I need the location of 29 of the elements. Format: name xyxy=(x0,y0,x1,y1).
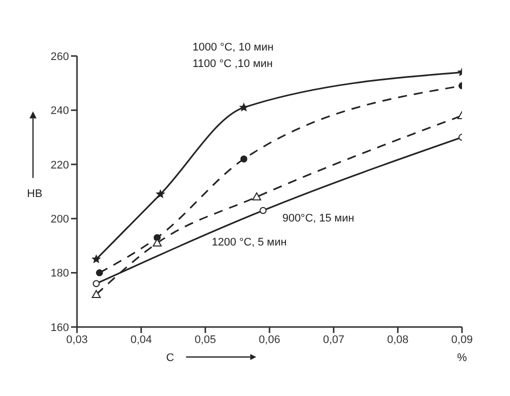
annotation: 900°C, 15 мин xyxy=(282,212,354,224)
point xyxy=(239,102,249,112)
x-tick-label: 0,04 xyxy=(130,334,152,346)
point xyxy=(96,269,103,276)
x-tick-label: 0,08 xyxy=(387,334,409,346)
point xyxy=(240,155,248,162)
y-axis-title: HB xyxy=(27,188,42,200)
x-tick-label: 0,09 xyxy=(451,334,473,346)
annotation: 1200 °C, 5 мин xyxy=(212,236,287,249)
x-tick-label: 0,03 xyxy=(66,334,88,346)
y-tick-label: 180 xyxy=(50,268,69,280)
point xyxy=(252,192,262,200)
y-tick-label: 260 xyxy=(50,50,69,63)
x-tick-label: 0,06 xyxy=(258,334,280,346)
y-tick-label: 160 xyxy=(50,322,69,334)
x-tick-label: 0,07 xyxy=(322,334,344,346)
y-tick-label: 200 xyxy=(50,214,69,226)
annotation: 1100 °C ,10 мин xyxy=(192,58,273,70)
point xyxy=(260,206,267,214)
point xyxy=(92,290,101,298)
point xyxy=(91,254,102,264)
text: % xyxy=(457,352,468,364)
point xyxy=(92,280,100,288)
x-tick-label: 0,05 xyxy=(194,334,216,346)
point xyxy=(156,189,166,198)
y-tick-label: 240 xyxy=(50,105,69,118)
y-tick-label: 220 xyxy=(50,159,69,172)
text: 1000 °C, 10 мин xyxy=(192,42,274,54)
x-axis-title: C xyxy=(166,352,174,364)
